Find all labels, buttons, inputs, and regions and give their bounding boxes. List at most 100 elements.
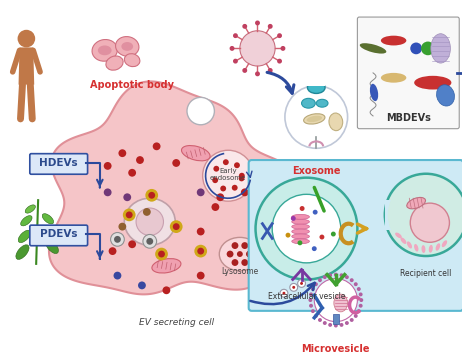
- Ellipse shape: [219, 237, 261, 271]
- Circle shape: [237, 251, 243, 257]
- Circle shape: [123, 208, 135, 221]
- Circle shape: [277, 59, 282, 64]
- Text: Microvesicle: Microvesicle: [302, 344, 370, 354]
- Circle shape: [331, 232, 336, 236]
- Circle shape: [290, 283, 297, 291]
- Ellipse shape: [381, 36, 406, 45]
- Ellipse shape: [92, 40, 117, 61]
- Ellipse shape: [370, 84, 378, 101]
- Polygon shape: [49, 81, 308, 295]
- Circle shape: [300, 282, 303, 285]
- Text: Recipient cell: Recipient cell: [400, 269, 452, 278]
- Circle shape: [319, 235, 325, 240]
- Circle shape: [246, 251, 253, 257]
- Ellipse shape: [18, 230, 31, 243]
- Circle shape: [246, 251, 253, 257]
- Circle shape: [300, 206, 304, 211]
- Circle shape: [233, 59, 238, 64]
- Circle shape: [313, 210, 318, 215]
- FancyBboxPatch shape: [30, 154, 88, 174]
- Circle shape: [136, 156, 144, 164]
- Circle shape: [109, 247, 116, 255]
- Circle shape: [119, 223, 126, 231]
- Circle shape: [312, 246, 317, 251]
- Circle shape: [345, 321, 349, 325]
- Ellipse shape: [292, 229, 310, 234]
- Circle shape: [242, 24, 247, 29]
- Circle shape: [104, 162, 112, 170]
- Circle shape: [226, 251, 234, 257]
- Ellipse shape: [414, 76, 452, 90]
- Ellipse shape: [44, 226, 56, 239]
- Circle shape: [345, 275, 349, 279]
- Circle shape: [173, 223, 180, 230]
- Ellipse shape: [407, 197, 425, 209]
- Circle shape: [240, 31, 275, 66]
- Circle shape: [357, 287, 361, 291]
- Circle shape: [280, 289, 288, 297]
- Circle shape: [232, 242, 238, 249]
- Circle shape: [197, 228, 205, 236]
- Circle shape: [297, 280, 305, 287]
- Text: HDEVs: HDEVs: [39, 158, 78, 168]
- Circle shape: [126, 211, 133, 218]
- Circle shape: [145, 189, 158, 202]
- Ellipse shape: [429, 245, 433, 253]
- Circle shape: [18, 30, 35, 47]
- Circle shape: [323, 275, 327, 279]
- Ellipse shape: [307, 82, 325, 94]
- Ellipse shape: [42, 214, 54, 224]
- Circle shape: [314, 282, 318, 286]
- Polygon shape: [19, 47, 34, 85]
- Circle shape: [232, 259, 238, 266]
- Circle shape: [146, 238, 153, 245]
- Circle shape: [385, 174, 467, 256]
- Circle shape: [255, 178, 357, 280]
- Circle shape: [143, 235, 156, 248]
- Circle shape: [241, 242, 248, 249]
- Ellipse shape: [16, 245, 29, 260]
- Circle shape: [359, 292, 362, 296]
- Ellipse shape: [395, 232, 402, 238]
- Circle shape: [197, 188, 205, 196]
- Circle shape: [285, 86, 347, 148]
- Ellipse shape: [121, 42, 133, 51]
- Ellipse shape: [292, 215, 310, 219]
- Circle shape: [255, 71, 260, 76]
- Circle shape: [421, 41, 435, 55]
- Circle shape: [314, 278, 357, 322]
- Text: PDEVs: PDEVs: [40, 230, 78, 240]
- Circle shape: [410, 42, 422, 54]
- Circle shape: [230, 46, 234, 51]
- Circle shape: [143, 208, 151, 216]
- Ellipse shape: [124, 54, 140, 67]
- Ellipse shape: [436, 243, 440, 251]
- Circle shape: [232, 185, 238, 191]
- Polygon shape: [385, 200, 416, 230]
- Text: MBDEVs: MBDEVs: [386, 113, 431, 123]
- Ellipse shape: [304, 114, 325, 124]
- Ellipse shape: [306, 116, 322, 122]
- Circle shape: [223, 159, 229, 165]
- Circle shape: [311, 309, 315, 313]
- Bar: [307, 78, 325, 86]
- Circle shape: [138, 281, 146, 289]
- Text: Early
endosome: Early endosome: [210, 168, 246, 181]
- Circle shape: [350, 318, 354, 322]
- Circle shape: [318, 278, 322, 282]
- Circle shape: [388, 177, 464, 253]
- Circle shape: [268, 68, 273, 73]
- Ellipse shape: [45, 239, 58, 253]
- Ellipse shape: [437, 85, 454, 106]
- Circle shape: [113, 272, 121, 280]
- Circle shape: [187, 97, 214, 125]
- Circle shape: [155, 248, 168, 260]
- Circle shape: [277, 33, 282, 38]
- Circle shape: [314, 314, 318, 318]
- Circle shape: [268, 24, 273, 29]
- Circle shape: [213, 166, 219, 172]
- Ellipse shape: [414, 244, 418, 252]
- Circle shape: [297, 240, 303, 245]
- Circle shape: [197, 272, 205, 280]
- Ellipse shape: [98, 45, 112, 55]
